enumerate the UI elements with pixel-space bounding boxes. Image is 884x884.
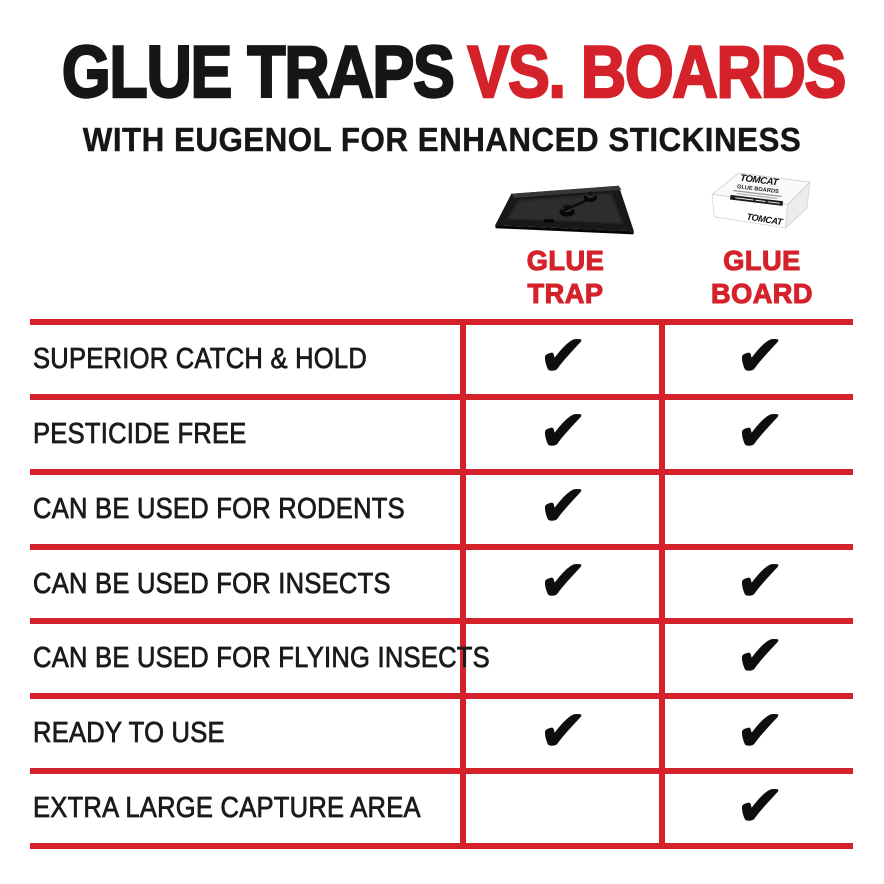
feature-label-cell: READY TO USE [30,699,460,768]
glue-trap-image [484,176,640,242]
glue-board-check-cell: ✔ [659,623,853,694]
check-icon: ✔ [733,399,786,465]
glue-board-check-cell: ✔ [659,399,853,469]
box-product-text: GLUE BOARDS [737,184,780,195]
page-title: GLUE TRAPS VS. BOARDS [61,35,848,110]
table-row: READY TO USE ✔ ✔ [30,698,853,775]
title-red-part: VS. BOARDS [466,32,847,113]
check-icon: ✔ [733,623,786,689]
glue-board-box-icon: TOMCAT GLUE BOARDS TOMCAT [711,172,811,229]
glue-trap-check-cell: ✔ [460,324,659,394]
glue-trap-check-cell [460,774,659,844]
feature-label: CAN BE USED FOR RODENTS [33,492,405,525]
table-row: CAN BE USED FOR INSECTS ✔ ✔ [30,548,853,625]
comparison-table: SUPERIOR CATCH & HOLD ✔ ✔ PESTICIDE FREE… [30,319,853,850]
column-header-line: TRAP [527,277,604,309]
check-icon: ✔ [536,548,589,614]
glue-board-check-cell: ✔ [659,698,853,769]
check-icon: ✔ [733,773,786,839]
feature-label: SUPERIOR CATCH & HOLD [33,342,368,376]
glue-trap-tray-icon [495,185,634,235]
box-fine-print-line [733,189,782,198]
column-header-line: GLUE [526,244,605,276]
column-header-line: GLUE [723,244,801,276]
glue-board-check-cell: ✔ [659,324,853,394]
feature-label-cell: CAN BE USED FOR INSECTS [30,550,460,619]
table-row: PESTICIDE FREE ✔ ✔ [30,399,853,475]
title-black-part: GLUE TRAPS [61,32,456,113]
feature-label-cell: CAN BE USED FOR RODENTS [30,475,460,544]
glue-board-image: TOMCAT GLUE BOARDS TOMCAT [700,167,816,235]
table-row: CAN BE USED FOR RODENTS ✔ [30,473,853,550]
feature-label: EXTRA LARGE CAPTURE AREA [33,792,421,825]
feature-label-cell: PESTICIDE FREE [30,400,460,469]
column-header-glue-trap: GLUE TRAP [466,244,665,310]
column-header-line: BOARD [710,277,814,309]
table-row: EXTRA LARGE CAPTURE AREA ✔ [30,773,853,850]
table-row: SUPERIOR CATCH & HOLD ✔ ✔ [30,324,853,400]
check-icon: ✔ [733,324,786,390]
glue-trap-check-cell [460,624,659,694]
glue-trap-check-cell: ✔ [460,399,659,469]
page-subtitle: WITH EUGENOL FOR ENHANCED STICKINESS [82,121,802,158]
column-header-glue-board: GLUE BOARD [671,244,853,310]
table-row: CAN BE USED FOR FLYING INSECTS ✔ [30,623,853,700]
glue-board-check-cell: ✔ [659,548,853,619]
feature-label: CAN BE USED FOR FLYING INSECTS [33,642,490,675]
feature-label: PESTICIDE FREE [33,417,247,450]
glue-board-check-cell: ✔ [659,773,853,844]
glue-board-check-cell [659,474,853,544]
feature-label-cell: CAN BE USED FOR FLYING INSECTS [30,624,490,693]
check-icon: ✔ [733,548,786,614]
box-brand-text: TOMCAT [739,173,780,189]
box-fine-print-line [736,192,778,200]
check-icon: ✔ [536,698,589,764]
glue-trap-check-cell: ✔ [460,548,659,619]
check-icon: ✔ [536,324,589,390]
check-icon: ✔ [536,399,589,465]
glue-trap-check-cell: ✔ [460,473,659,544]
feature-label: CAN BE USED FOR INSECTS [33,567,391,600]
feature-label: READY TO USE [33,717,225,750]
feature-label-cell: EXTRA LARGE CAPTURE AREA [30,774,460,843]
check-icon: ✔ [733,698,786,764]
check-icon: ✔ [536,473,589,540]
feature-label-cell: SUPERIOR CATCH & HOLD [30,325,460,394]
glue-trap-check-cell: ✔ [460,698,659,769]
